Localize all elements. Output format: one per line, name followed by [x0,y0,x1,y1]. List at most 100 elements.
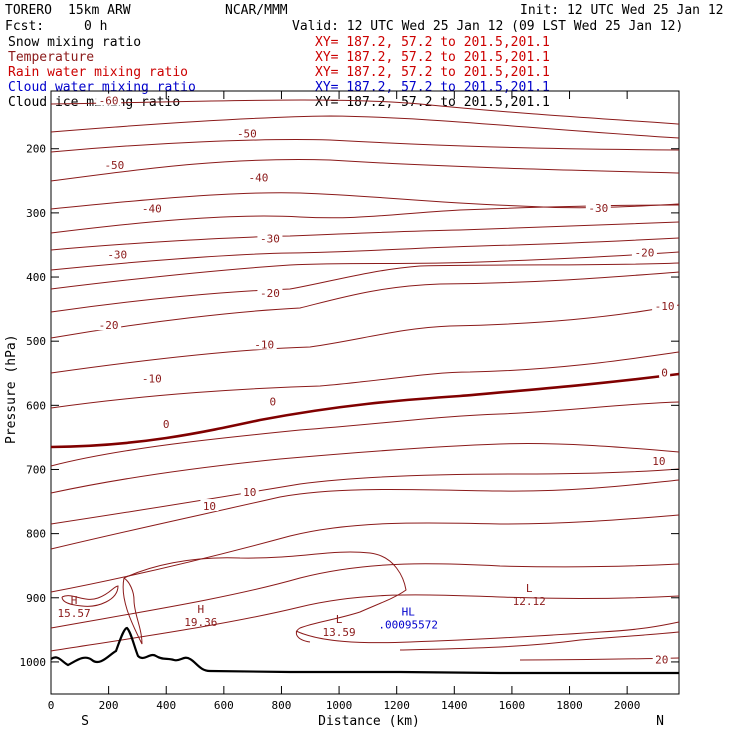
legend-xy-cloud-ice: XY= 187.2, 57.2 to 201.5,201.1 [315,95,550,110]
contour-label-bg [659,365,671,378]
contour-label: -30 [260,233,280,246]
y-tick-label: 200 [26,143,46,156]
isotherm-line [61,585,119,607]
isotherm-line [50,514,680,593]
contour-label-bg [101,157,127,170]
y-tick-label: 900 [26,592,46,605]
y-tick-label: 700 [26,463,46,476]
contour-label: -60 [99,95,119,108]
header-valid: Valid: 12 UTC Wed 25 Jan 12 (09 LST Wed … [292,19,683,34]
x-tick-label: 1800 [556,699,583,712]
contour-label: 0 [661,367,668,380]
contour-label: -40 [248,172,268,185]
x-tick-label: 2000 [614,699,641,712]
header-fcst-label: Fcst: [5,19,44,34]
isotherm-line [50,479,680,550]
header-model: TORERO [5,3,52,18]
y-tick-label: 1000 [20,656,47,669]
y-tick-label: 500 [26,335,46,348]
extrema-marker-value: .00095572 [378,619,438,632]
isotherm-line [50,237,680,271]
contour-label-bg [139,371,165,384]
x-tick-label: 1600 [499,699,526,712]
legend-xy-cloud-water: XY= 187.2, 57.2 to 201.5,201.1 [315,80,550,95]
y-axis-title: Pressure (hPa) [4,334,19,444]
contour-label: -30 [107,249,127,262]
contour-label: -20 [634,247,654,260]
contour-label: -50 [104,159,124,172]
legend-name-cloud-water: Cloud water mixing ratio [8,80,196,95]
isotherm-line [50,159,680,182]
extrema-marker-type: HL [402,606,416,619]
x-tick-label: 400 [156,699,176,712]
legend: Snow mixing ratio XY= 187.2, 57.2 to 201… [8,35,550,110]
contour-label-bg [251,337,277,350]
contour-label: 0 [270,395,277,408]
contour-label: -20 [260,287,280,300]
extrema-marker-value: 13.59 [323,626,356,639]
isotherm-line [50,262,680,313]
isotherm-line [50,115,680,139]
contour-label-bg [234,126,260,139]
legend-name-snow: Snow mixing ratio [8,35,141,50]
extrema-marker-value: 19.36 [184,616,217,629]
isotherm-line [50,251,680,290]
contour-label: -10 [655,300,675,313]
contour-label: -10 [254,338,274,351]
x-end-label-right: N [656,714,664,729]
x-axis-title: Distance (km) [318,714,420,729]
contour-label-bg [649,454,668,467]
header-resolution: 15km ARW [68,3,131,18]
extrema-marker-type: H [71,594,78,607]
contour-label: -30 [588,202,608,215]
y-tick-label: 400 [26,271,46,284]
x-axis: 0 200 400 600 800 1000 1200 1400 1600 1800 2000 [48,91,641,712]
x-tick-label: 1200 [383,699,410,712]
y-tick-label: 600 [26,399,46,412]
contour-label: 20 [655,653,668,666]
header-fcst-value: 0 h [84,19,107,34]
x-tick-label: 1000 [326,699,353,712]
contour-label: 10 [203,500,216,513]
contour-label: 10 [243,486,256,499]
contour-label: -40 [142,202,162,215]
contour-label-bg [267,394,279,407]
isotherm-line [123,551,407,643]
header-org: NCAR/MMM [225,3,288,18]
x-tick-label: 1400 [441,699,468,712]
extrema-marker-type: L [336,613,343,626]
contour-label-bg [104,247,130,260]
y-tick-label: 300 [26,207,46,220]
extrema-marker-type: L [526,582,533,595]
contour-label: 10 [652,455,665,468]
x-end-label-left: S [81,714,89,729]
legend-xy-rain: XY= 187.2, 57.2 to 201.5,201.1 [315,65,550,80]
legend-name-temperature: Temperature [8,50,94,65]
isotherm-lines [50,99,680,661]
contour-label-bg [652,298,678,311]
x-tick-label: 0 [48,699,55,712]
contour-label-bg [652,652,671,665]
isotherm-line [50,271,680,339]
contour-label-bg [96,93,122,106]
contour-label-bg [245,170,271,183]
isotherm-line [50,443,680,494]
extrema-marker-type: H [197,603,204,616]
legend-xy-temperature: XY= 187.2, 57.2 to 201.5,201.1 [315,50,550,65]
contour-label-bg [585,200,611,213]
x-tick-label: 800 [272,699,292,712]
isotherm-line [50,139,680,153]
isotherm-line [50,99,680,125]
contour-label-bg [96,318,122,331]
contour-label-bg [139,201,165,214]
x-tick-label: 200 [99,699,119,712]
isotherm-line [50,304,680,374]
isotherm-line [50,221,680,251]
contour-label-bg [200,499,219,512]
zero-isotherm-line [50,372,680,449]
legend-xy-snow: XY= 187.2, 57.2 to 201.5,201.1 [315,35,550,50]
contour-label: -50 [237,127,257,140]
plot-frame [50,90,680,695]
